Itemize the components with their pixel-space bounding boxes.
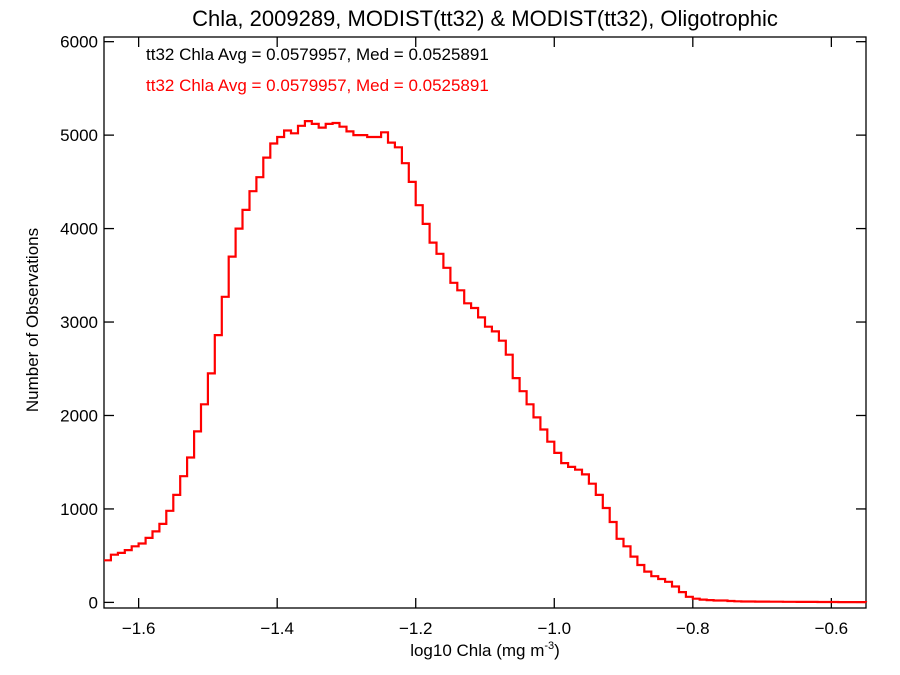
annotation-black: tt32 Chla Avg = 0.0579957, Med = 0.05258… [146, 45, 489, 64]
x-tick-label: −1.4 [260, 619, 294, 638]
histogram-line [104, 120, 868, 604]
y-tick-label: 2000 [60, 406, 98, 425]
y-axis-ticks: 0 1000 2000 3000 4000 5000 6000 [60, 33, 866, 612]
x-tick-label: −1.6 [122, 619, 156, 638]
y-tick-label: 6000 [60, 33, 98, 52]
plot-area: −1.6 −1.4 −1.2 −1.0 −0.8 −0.6 0 1000 2000 3000 40… [60, 33, 868, 638]
x-axis-ticks: −1.6 −1.4 −1.2 −1.0 −0.8 −0.6 [122, 37, 848, 638]
x-axis-label-main: log10 Chla (mg m [410, 641, 544, 660]
x-tick-label: −1.0 [537, 619, 571, 638]
series-layer [104, 120, 868, 604]
y-tick-label: 4000 [60, 220, 98, 239]
annotation-red: tt32 Chla Avg = 0.0579957, Med = 0.05258… [146, 76, 489, 95]
y-tick-label: 1000 [60, 500, 98, 519]
x-axis-label-superscript: -3 [544, 640, 554, 652]
y-tick-label: 5000 [60, 126, 98, 145]
x-tick-label: −0.6 [815, 619, 849, 638]
y-axis-label: Number of Observations [23, 228, 42, 412]
x-axis-label: log10 Chla (mg m-3) [410, 640, 560, 660]
y-tick-label: 0 [89, 593, 98, 612]
x-axis-label-close: ) [554, 641, 560, 660]
y-tick-label: 3000 [60, 313, 98, 332]
x-tick-label: −1.2 [399, 619, 433, 638]
x-tick-label: −0.8 [676, 619, 710, 638]
chart-title: Chla, 2009289, MODIST(tt32) & MODIST(tt3… [192, 6, 778, 31]
